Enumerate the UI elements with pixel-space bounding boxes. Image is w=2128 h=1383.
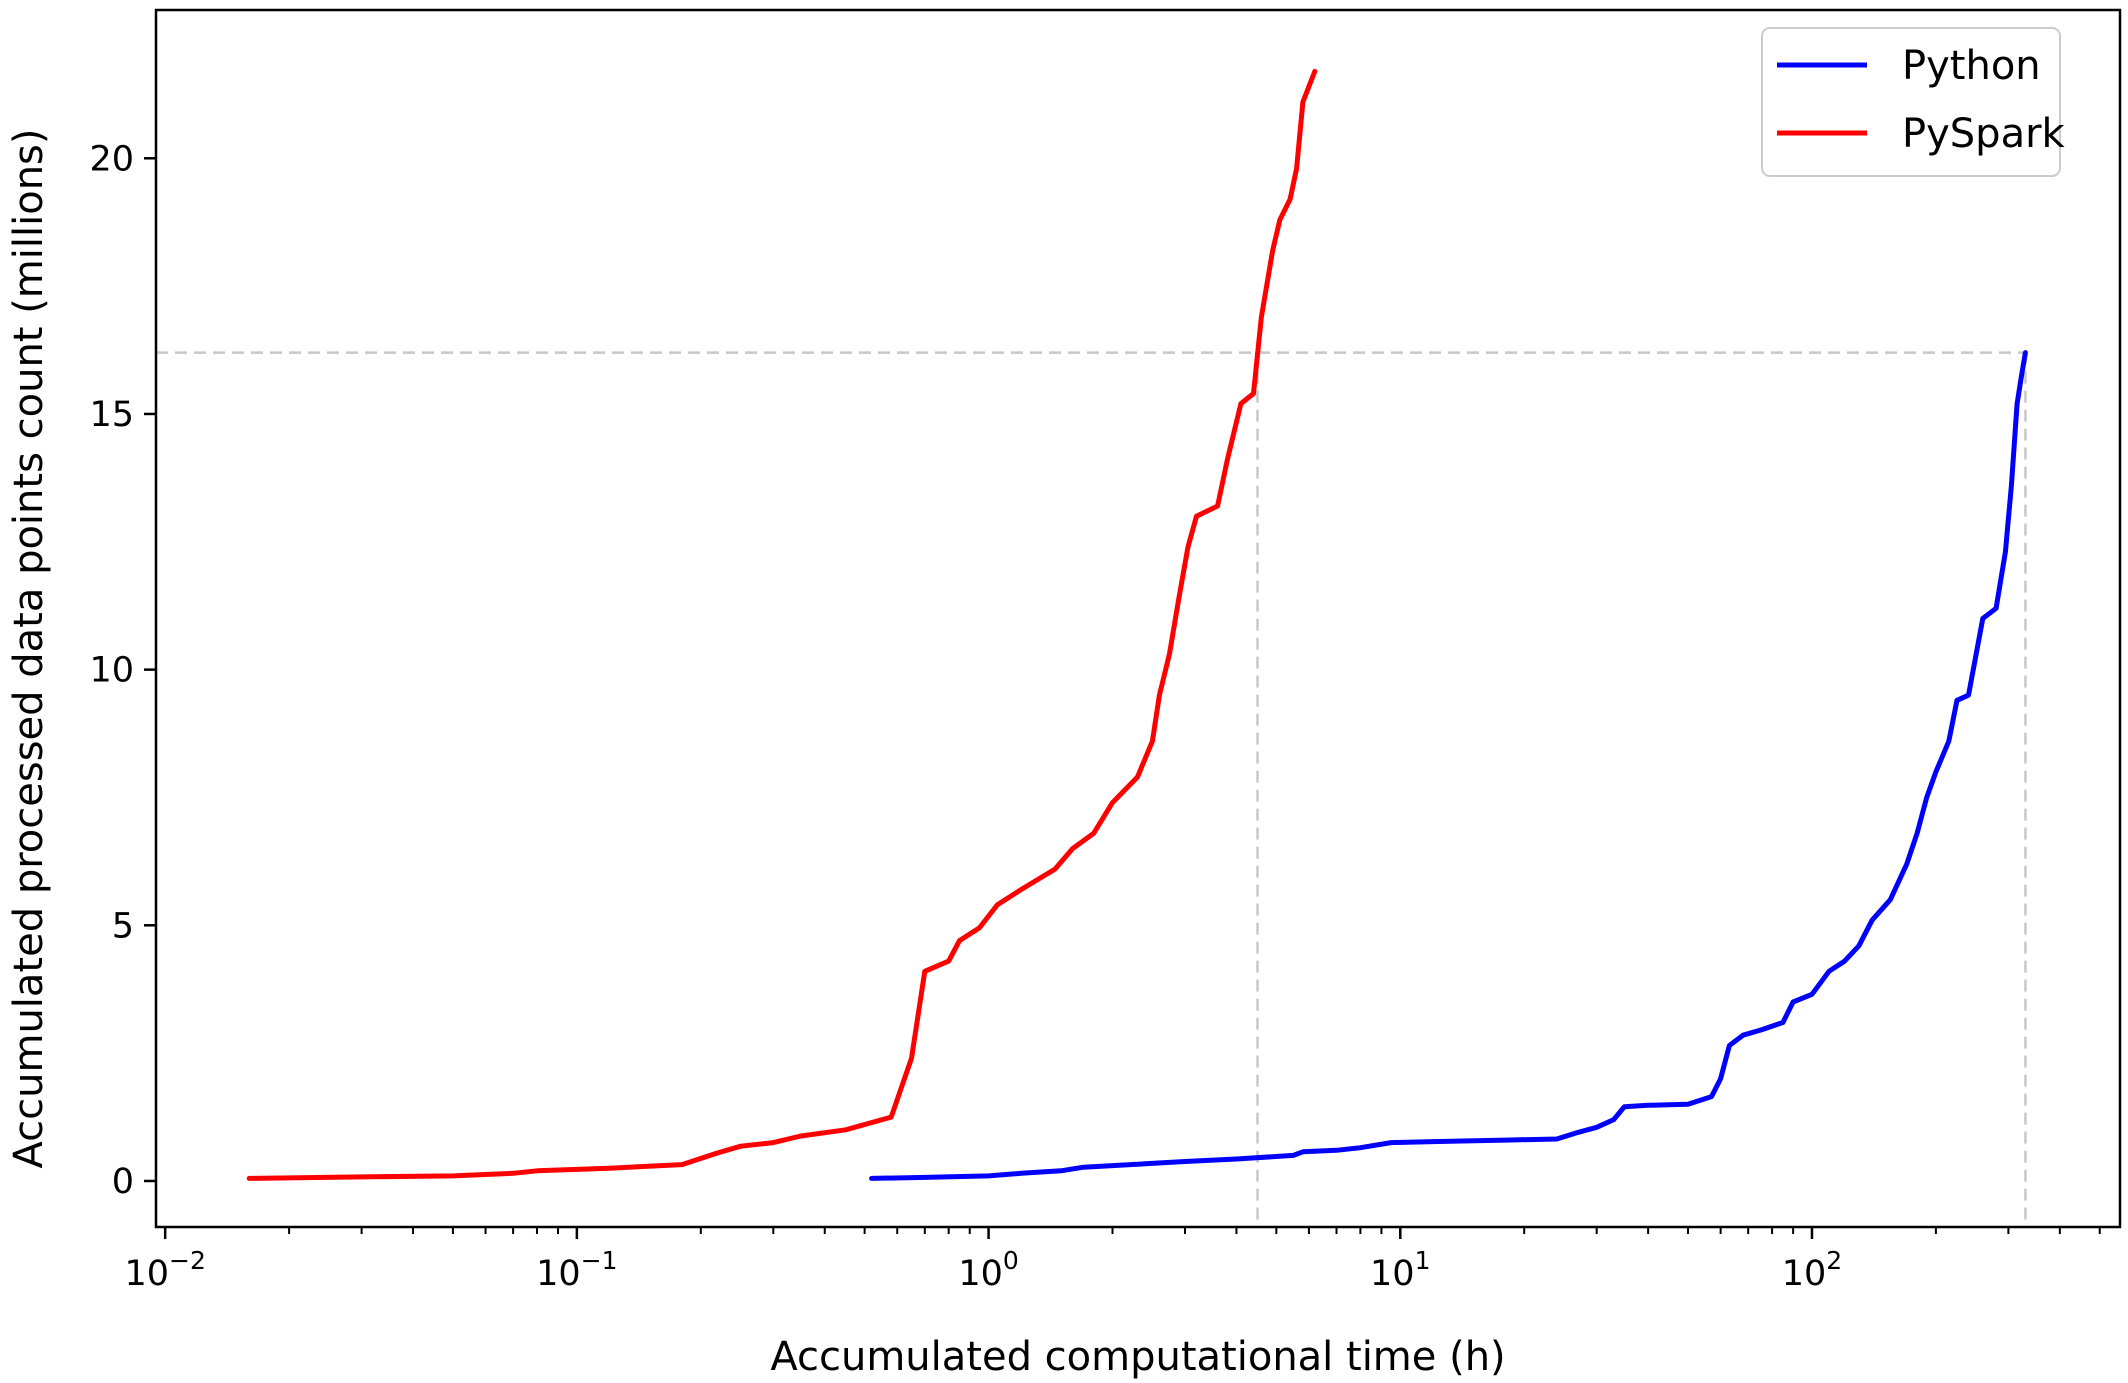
y-axis-ticks: 0 5 10 15 20: [89, 139, 156, 1202]
legend: Python PySpark: [1761, 27, 2066, 177]
y-axis-label: Accumulated processed data points count …: [6, 129, 52, 1169]
x-axis-ticks: 10−2 10−1 100 101 102: [124, 1227, 2101, 1294]
y-tick-label: 0: [112, 1162, 134, 1202]
legend-label-pyspark: PySpark: [1902, 111, 2066, 157]
reference-lines: [156, 351, 2027, 1227]
x-tick-label: 101: [1370, 1246, 1430, 1294]
series-line-python: [869, 350, 2028, 1181]
series-line-pyspark: [246, 68, 1318, 1181]
legend-label-python: Python: [1902, 43, 2041, 89]
y-tick-label: 15: [89, 395, 134, 435]
x-tick-label: 10−1: [536, 1246, 617, 1294]
y-tick-label: 10: [89, 651, 134, 691]
series-lines: [246, 68, 2028, 1181]
plot-frame: [154, 8, 2122, 1229]
y-tick-label: 5: [112, 906, 134, 946]
x-tick-label: 102: [1782, 1246, 1842, 1294]
y-tick-label: 20: [89, 139, 134, 179]
x-tick-label: 10−2: [124, 1246, 205, 1294]
x-axis-label: Accumulated computational time (h): [770, 1334, 1505, 1380]
x-tick-label: 100: [958, 1246, 1018, 1294]
